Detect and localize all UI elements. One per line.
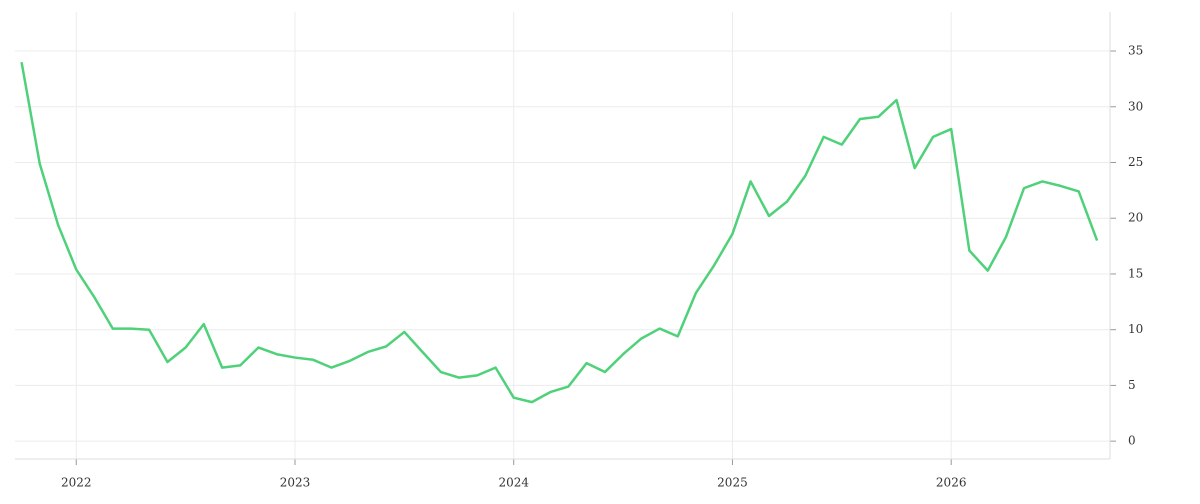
- y-tick-label: 20: [1128, 211, 1143, 225]
- y-tick-label: 0: [1128, 434, 1136, 448]
- y-tick-label: 25: [1128, 155, 1143, 169]
- x-tick-label: 2023: [280, 476, 311, 490]
- x-tick-label: 2022: [61, 476, 92, 490]
- y-tick-label: 10: [1128, 322, 1143, 336]
- y-tick-label: 15: [1128, 266, 1143, 280]
- data-line: [20, 61, 1099, 404]
- x-tick-label: 2026: [936, 476, 967, 490]
- y-tick-label: 5: [1128, 378, 1136, 392]
- x-tick-label: 2024: [498, 476, 529, 490]
- y-tick-label: 35: [1128, 44, 1143, 58]
- y-tick-label: 30: [1128, 99, 1143, 113]
- x-tick-label: 2025: [717, 476, 748, 490]
